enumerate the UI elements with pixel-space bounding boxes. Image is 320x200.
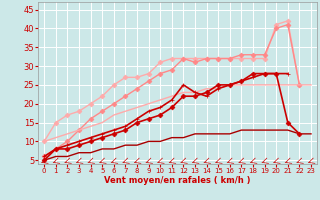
X-axis label: Vent moyen/en rafales ( km/h ): Vent moyen/en rafales ( km/h ) — [104, 176, 251, 185]
